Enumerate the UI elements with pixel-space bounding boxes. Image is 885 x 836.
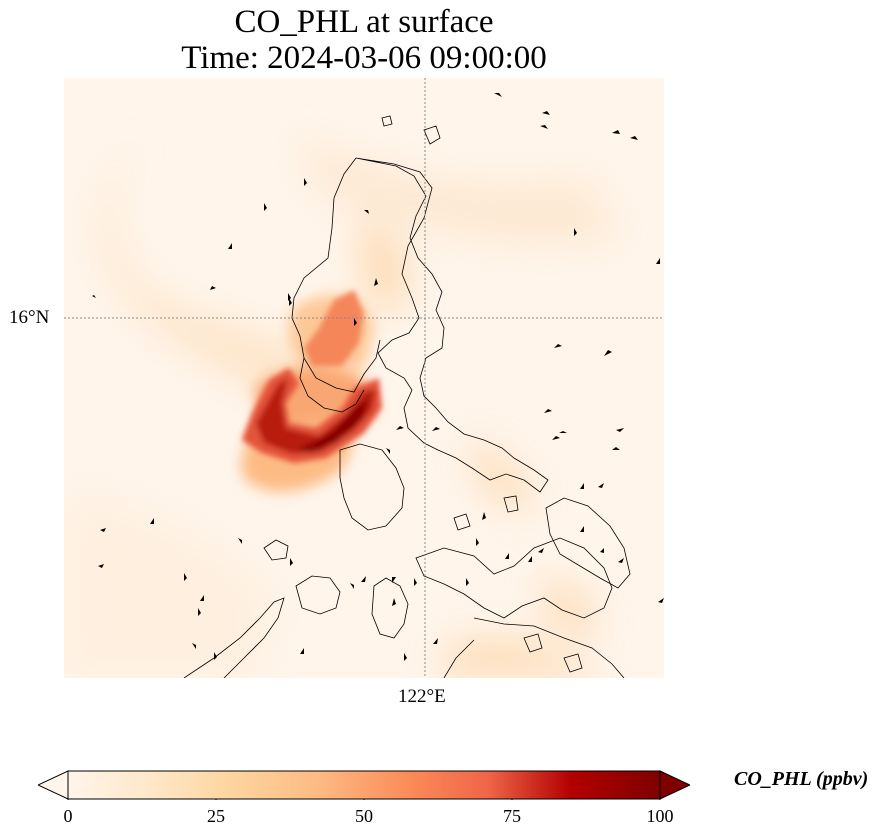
- samar-coastline: [545, 497, 631, 589]
- title-variable: CO_PHL at surface: [234, 4, 494, 40]
- title-time: Time: 2024-03-06 09:00:00: [181, 40, 547, 76]
- colorbar-tick-100: 100: [646, 806, 674, 826]
- panay-coastline: [295, 575, 341, 615]
- zambales-coastline: [291, 157, 381, 393]
- gridlines: [64, 78, 664, 678]
- colorbar-extend-max: [659, 770, 692, 800]
- colorbar-extend-min: [36, 770, 69, 800]
- mindoro-coastline: [339, 443, 405, 531]
- colorbar-tick-50: 50: [355, 806, 373, 826]
- wind-vectors: [92, 93, 664, 661]
- lon-label-122e: 122°E: [398, 686, 446, 707]
- bataan-coastline: [299, 357, 365, 413]
- map-panel[interactable]: [64, 78, 664, 678]
- visayas-coastline: [415, 537, 613, 619]
- negros-coastline: [371, 577, 409, 639]
- luzon-coastline: [355, 157, 549, 493]
- coastlines: [183, 115, 631, 678]
- colorbar-tick-0: 0: [63, 806, 73, 826]
- map-canvas: [64, 78, 664, 678]
- colorbar: [36, 770, 692, 803]
- mindanao-coastline: [443, 617, 625, 678]
- colorbar-title: CO_PHL (ppbv): [734, 768, 869, 790]
- colorbar-gradient: [67, 770, 661, 800]
- co-concentration-field: [64, 138, 624, 678]
- colorbar-svg: [36, 770, 692, 803]
- map-title: CO_PHL at surface Time: 2024-03-06 09:00…: [64, 4, 664, 76]
- colorbar-tick-75: 75: [503, 806, 521, 826]
- palawan-coastline: [183, 597, 285, 678]
- lat-label-16n: 16°N: [9, 307, 50, 328]
- colorbar-tick-25: 25: [207, 806, 225, 826]
